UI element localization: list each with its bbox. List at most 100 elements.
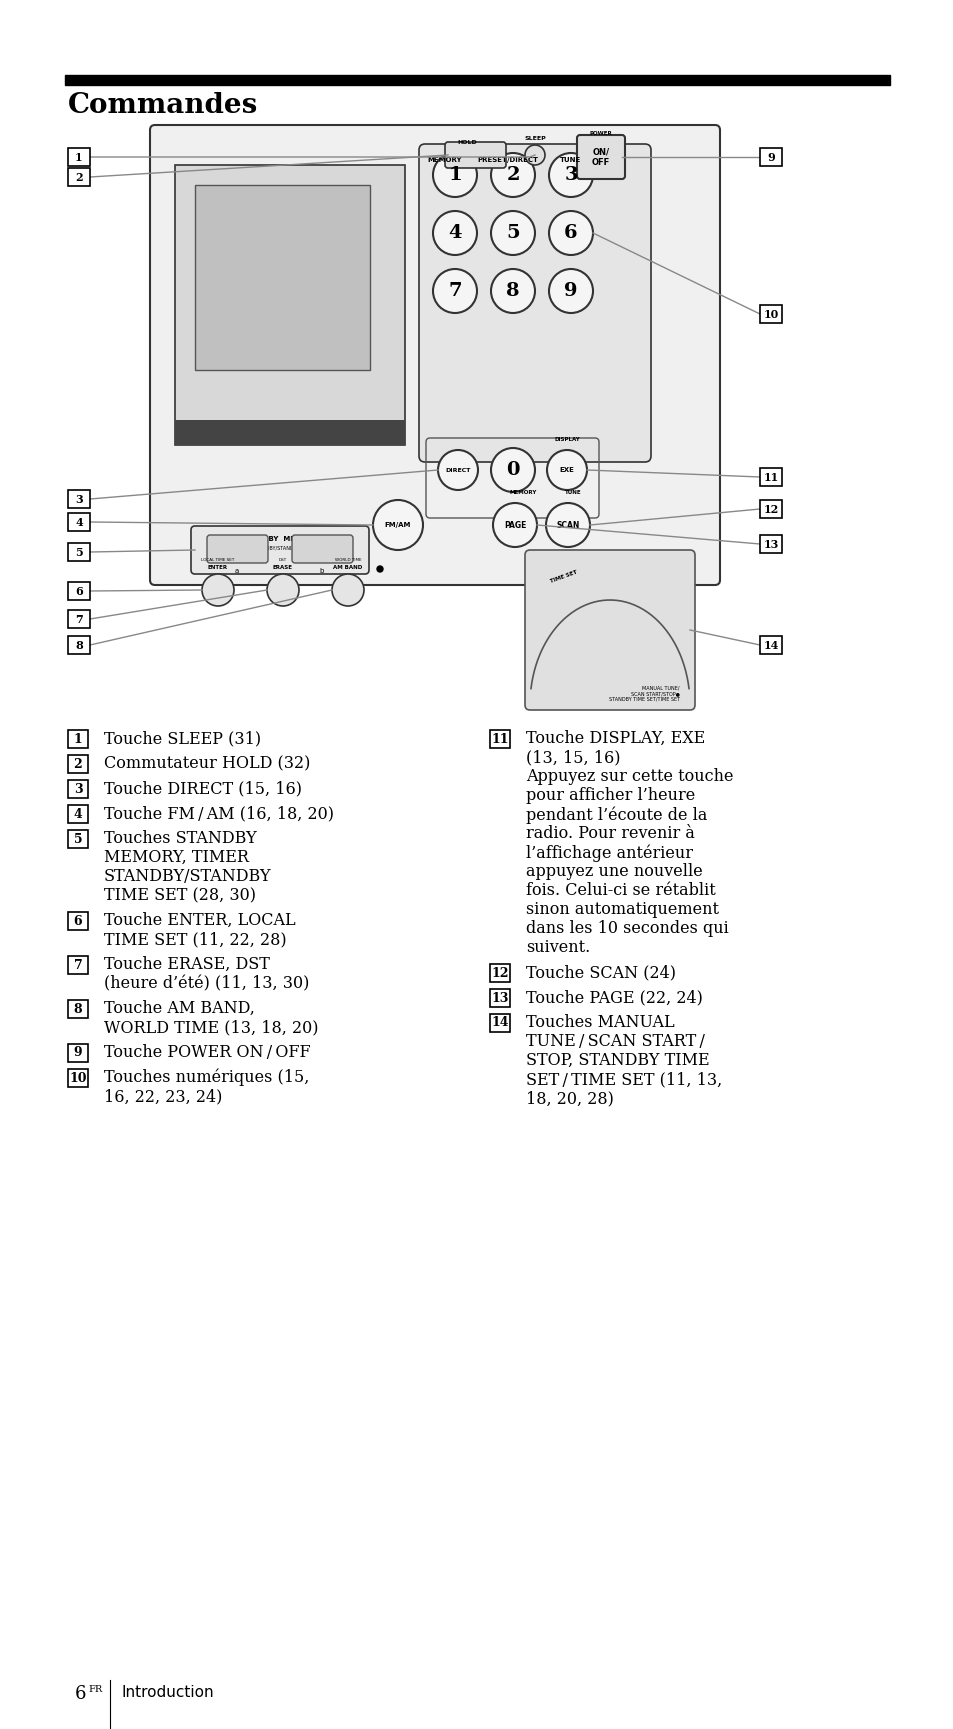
Text: HOLD: HOLD bbox=[456, 140, 476, 145]
Text: FR: FR bbox=[88, 1686, 102, 1694]
Text: Touches MANUAL: Touches MANUAL bbox=[525, 1013, 674, 1030]
Text: Touches numériques (15,: Touches numériques (15, bbox=[104, 1069, 309, 1086]
Circle shape bbox=[433, 270, 476, 313]
Text: STANDBY/STANDBY: STANDBY/STANDBY bbox=[104, 868, 272, 885]
FancyBboxPatch shape bbox=[68, 730, 88, 749]
Text: 3: 3 bbox=[75, 493, 83, 505]
FancyBboxPatch shape bbox=[150, 124, 720, 584]
Text: fois. Celui-ci se rétablit: fois. Celui-ci se rétablit bbox=[525, 882, 715, 899]
Text: 4: 4 bbox=[73, 807, 82, 821]
Text: TIME SET (28, 30): TIME SET (28, 30) bbox=[104, 887, 255, 904]
Text: 16, 22, 23, 24): 16, 22, 23, 24) bbox=[104, 1088, 222, 1105]
Text: 11: 11 bbox=[491, 733, 508, 745]
Text: DST: DST bbox=[278, 558, 287, 562]
Text: (13, 15, 16): (13, 15, 16) bbox=[525, 749, 619, 766]
Circle shape bbox=[202, 574, 233, 605]
Text: MEMORY, TIMER: MEMORY, TIMER bbox=[104, 849, 249, 866]
Circle shape bbox=[545, 503, 589, 546]
Circle shape bbox=[437, 450, 477, 489]
Text: SET / TIME SET (11, 13,: SET / TIME SET (11, 13, bbox=[525, 1070, 721, 1088]
Text: 10: 10 bbox=[70, 1072, 87, 1084]
FancyBboxPatch shape bbox=[760, 304, 781, 323]
Circle shape bbox=[524, 145, 544, 164]
Text: pendant l’écoute de la: pendant l’écoute de la bbox=[525, 806, 706, 823]
Text: Touche SCAN (24): Touche SCAN (24) bbox=[525, 965, 676, 980]
FancyBboxPatch shape bbox=[68, 610, 90, 628]
Circle shape bbox=[491, 152, 535, 197]
FancyBboxPatch shape bbox=[490, 730, 510, 749]
Text: sinon automatiquement: sinon automatiquement bbox=[525, 901, 719, 918]
Text: DIRECT: DIRECT bbox=[445, 467, 470, 472]
Circle shape bbox=[267, 574, 298, 605]
Text: 12: 12 bbox=[762, 503, 778, 515]
Text: DISPLAY: DISPLAY bbox=[554, 437, 579, 443]
Circle shape bbox=[376, 565, 382, 572]
Text: l’affichage antérieur: l’affichage antérieur bbox=[525, 844, 692, 861]
FancyBboxPatch shape bbox=[444, 142, 505, 168]
Text: STOP, STANDBY TIME: STOP, STANDBY TIME bbox=[525, 1051, 709, 1069]
Text: 0: 0 bbox=[506, 462, 519, 479]
FancyBboxPatch shape bbox=[68, 999, 88, 1018]
Text: (heure d’été) (11, 13, 30): (heure d’été) (11, 13, 30) bbox=[104, 975, 309, 992]
Text: TUNE: TUNE bbox=[564, 489, 580, 494]
Text: 13: 13 bbox=[762, 538, 778, 550]
FancyBboxPatch shape bbox=[418, 144, 650, 462]
FancyBboxPatch shape bbox=[292, 534, 353, 564]
FancyBboxPatch shape bbox=[760, 636, 781, 654]
FancyBboxPatch shape bbox=[68, 583, 90, 600]
Text: 4: 4 bbox=[75, 517, 83, 527]
Text: Introduction: Introduction bbox=[122, 1686, 214, 1700]
Circle shape bbox=[491, 211, 535, 254]
FancyBboxPatch shape bbox=[68, 168, 90, 187]
Text: TIME SET: TIME SET bbox=[550, 571, 578, 584]
FancyBboxPatch shape bbox=[524, 550, 695, 711]
FancyBboxPatch shape bbox=[68, 756, 88, 773]
Text: 2: 2 bbox=[506, 166, 519, 183]
FancyBboxPatch shape bbox=[68, 1044, 88, 1062]
Text: pour afficher l’heure: pour afficher l’heure bbox=[525, 787, 695, 804]
FancyBboxPatch shape bbox=[577, 135, 624, 180]
Text: TUNE: TUNE bbox=[559, 157, 581, 163]
Text: 9: 9 bbox=[73, 1046, 82, 1060]
Text: ERASE: ERASE bbox=[273, 565, 293, 571]
FancyBboxPatch shape bbox=[68, 806, 88, 823]
FancyBboxPatch shape bbox=[490, 965, 510, 982]
Bar bbox=[194, 185, 370, 370]
Polygon shape bbox=[530, 565, 689, 705]
FancyBboxPatch shape bbox=[68, 514, 90, 531]
Text: 13: 13 bbox=[491, 991, 508, 1005]
Text: WORLD TIME: WORLD TIME bbox=[335, 558, 361, 562]
Circle shape bbox=[433, 152, 476, 197]
Text: 10: 10 bbox=[762, 308, 778, 320]
Text: 14: 14 bbox=[491, 1017, 508, 1029]
FancyBboxPatch shape bbox=[760, 534, 781, 553]
FancyBboxPatch shape bbox=[490, 1013, 510, 1032]
Circle shape bbox=[491, 448, 535, 493]
Text: a: a bbox=[234, 569, 239, 574]
Text: 8: 8 bbox=[75, 640, 83, 650]
Text: 18, 20, 28): 18, 20, 28) bbox=[525, 1089, 613, 1107]
Text: Touche ERASE, DST: Touche ERASE, DST bbox=[104, 956, 270, 973]
Text: 12: 12 bbox=[491, 967, 508, 980]
FancyBboxPatch shape bbox=[760, 149, 781, 166]
Circle shape bbox=[332, 574, 364, 605]
Text: 5: 5 bbox=[506, 225, 519, 242]
Text: 8: 8 bbox=[506, 282, 519, 301]
Text: TUNE / SCAN START /: TUNE / SCAN START / bbox=[525, 1032, 704, 1050]
Circle shape bbox=[491, 270, 535, 313]
Text: Touches STANDBY: Touches STANDBY bbox=[104, 830, 256, 847]
Text: 8: 8 bbox=[73, 1003, 82, 1015]
Text: 3: 3 bbox=[563, 166, 578, 183]
Text: LOCAL TIME SET: LOCAL TIME SET bbox=[201, 558, 234, 562]
Text: 6: 6 bbox=[73, 915, 82, 927]
Text: 7: 7 bbox=[73, 958, 82, 972]
FancyBboxPatch shape bbox=[760, 500, 781, 519]
FancyBboxPatch shape bbox=[68, 956, 88, 973]
FancyBboxPatch shape bbox=[68, 780, 88, 799]
Text: WORLD TIME (13, 18, 20): WORLD TIME (13, 18, 20) bbox=[104, 1018, 318, 1036]
Text: 11: 11 bbox=[762, 472, 778, 482]
Text: 2: 2 bbox=[75, 171, 83, 183]
Text: appuyez une nouvelle: appuyez une nouvelle bbox=[525, 863, 702, 880]
Circle shape bbox=[548, 270, 593, 313]
Text: PAGE: PAGE bbox=[503, 520, 526, 529]
